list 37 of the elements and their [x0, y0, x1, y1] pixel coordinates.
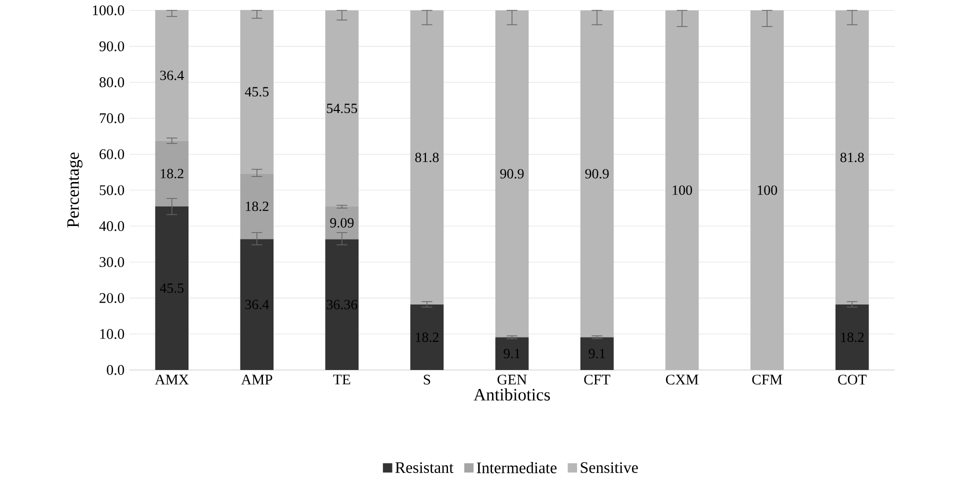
legend-label: Resistant — [395, 462, 454, 473]
y-tick-label: 80.0 — [100, 77, 124, 88]
x-tick-label: AMX — [154, 374, 189, 384]
data-label: 90.9 — [585, 169, 609, 179]
y-tick-label: 100.0 — [92, 5, 124, 16]
data-label: 100 — [672, 185, 692, 195]
x-tick-label: S — [424, 374, 430, 385]
y-tick-label: 20.0 — [100, 293, 124, 304]
x-tick-label: AMP — [241, 374, 272, 384]
data-label: 9.09 — [330, 218, 354, 228]
x-tick-label: CXM — [666, 374, 698, 385]
y-tick-label: 0.0 — [106, 365, 124, 375]
x-tick-label: CFT — [584, 374, 610, 385]
data-label: 54.55 — [326, 104, 358, 114]
y-tick-label: 40.0 — [99, 221, 124, 232]
legend-label: Intermediate — [476, 462, 557, 474]
data-label: 18.2 — [246, 202, 268, 212]
y-tick-label: 60.0 — [100, 149, 124, 160]
y-tick-label: 50.0 — [100, 185, 124, 196]
y-tick-label: 70.0 — [100, 113, 124, 124]
y-tick-label: 90.0 — [99, 41, 124, 52]
y-tick-label: 30.0 — [100, 257, 124, 268]
x-tick-label: CFM — [752, 374, 782, 385]
data-label: 90.9 — [500, 169, 524, 179]
data-label: 45.5 — [244, 87, 269, 97]
data-label: 36.4 — [160, 70, 184, 80]
x-tick-label: TE — [333, 374, 350, 384]
x-tick-label: COT — [838, 374, 867, 385]
y-axis-title: Percentage — [67, 152, 82, 228]
x-tick-label: GEN — [498, 374, 527, 385]
data-label: 100 — [758, 185, 778, 195]
data-label: 81.8 — [840, 152, 864, 162]
y-tick-label: 10.0 — [100, 329, 124, 340]
data-label: 81.8 — [415, 152, 439, 162]
legend-label: Sensitive — [580, 462, 638, 473]
data-label: 18.2 — [160, 168, 184, 178]
x-axis-title: Antibiotics — [474, 388, 550, 401]
